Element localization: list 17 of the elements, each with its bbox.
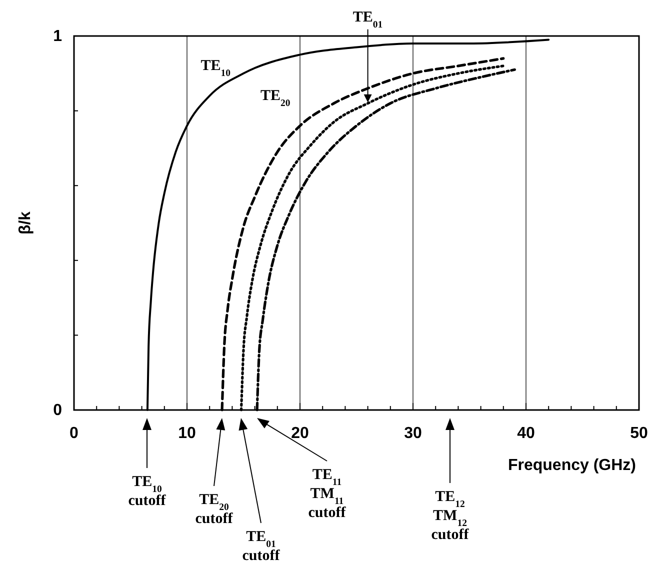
text: TE$_{01}$ [352, 9, 383, 30]
text: TE$_{20}$ cutoff [195, 492, 234, 527]
y-tick-label: 1 [53, 28, 62, 45]
text: TE$_{10}$ cutoff [128, 474, 167, 509]
x-tick-label: 0 [70, 425, 79, 442]
x-tick-label: 50 [630, 425, 648, 442]
series-label: TE$_{20}$ [260, 88, 290, 108]
y-axis-title: β/k [17, 211, 34, 235]
x-tick-label: 30 [404, 425, 422, 442]
series-label: TE$_{10}$ [200, 58, 231, 78]
x-axis-title: Frequency (GHz) [508, 457, 636, 474]
x-tick-label: 20 [291, 425, 309, 442]
text: TE$_{11}$ TM$_{11}$ cutoff [308, 467, 347, 521]
text: TE$_{12}$ TM$_{12}$ cutoff [431, 489, 470, 543]
x-tick-label: 40 [517, 425, 535, 442]
x-tick-label: 10 [178, 425, 196, 442]
text: TE$_{01}$ cutoff [242, 529, 281, 564]
